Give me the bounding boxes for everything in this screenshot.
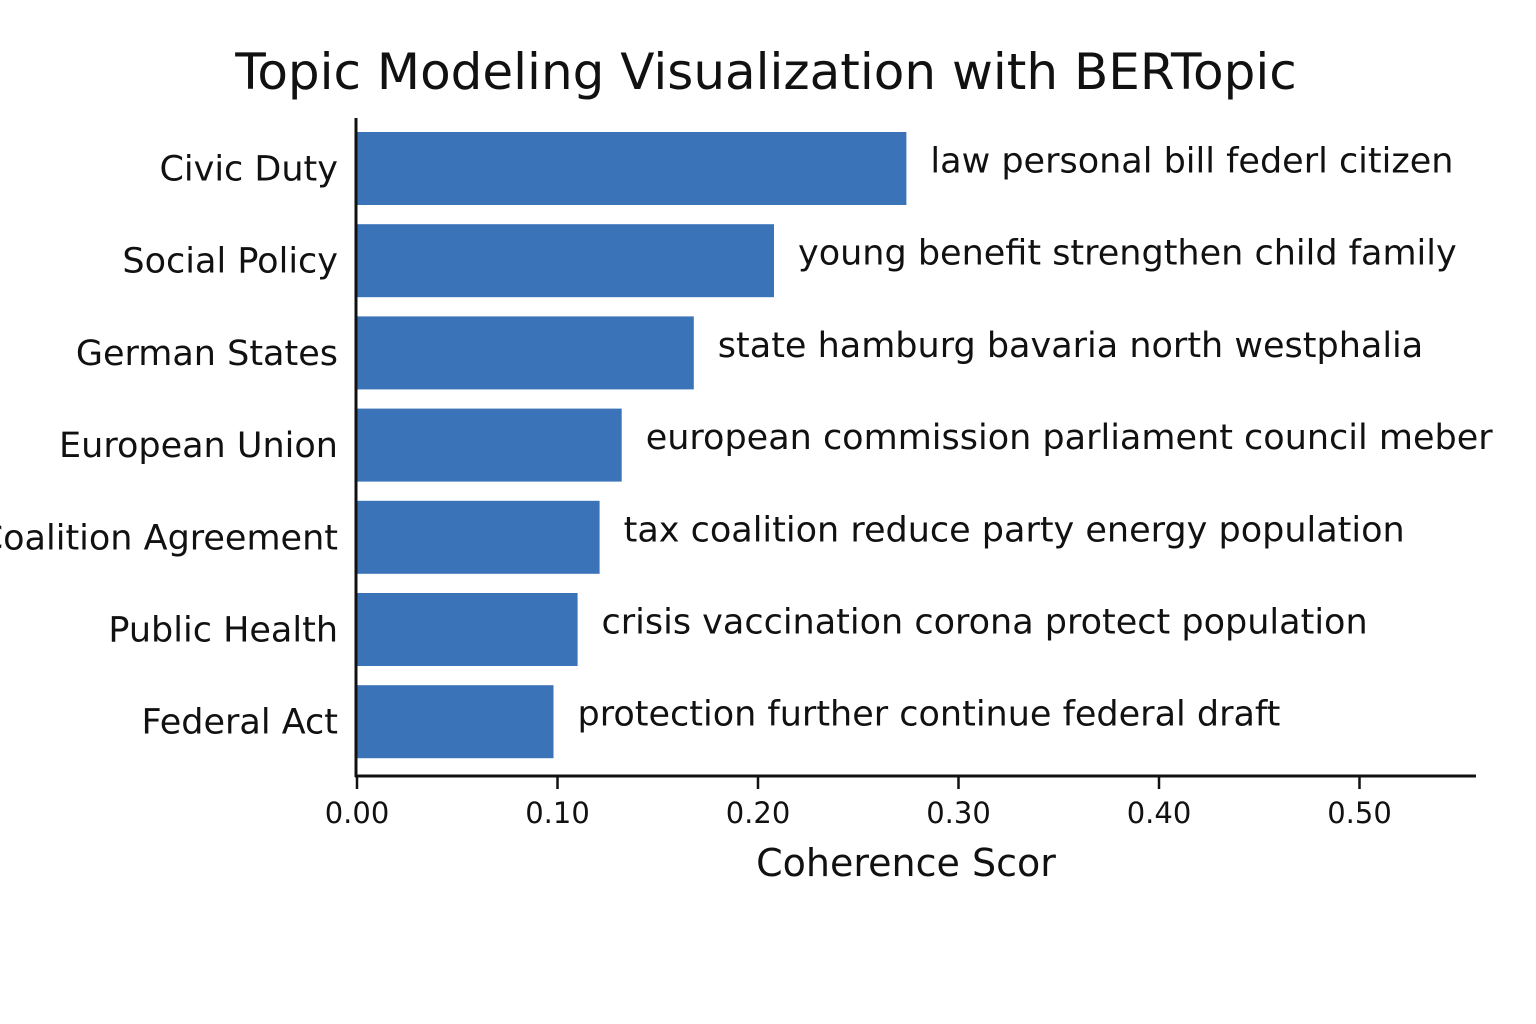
keyword-annotation: tax coalition reduce party energy popula…	[624, 510, 1405, 550]
category-label: German States	[76, 334, 338, 374]
bar-social-policy	[357, 224, 774, 298]
bars-group	[357, 132, 907, 759]
bar-civic-duty	[357, 132, 907, 205]
keyword-annotations-group: law personal bill federl citizen young be…	[578, 142, 1494, 735]
category-label: European Union	[59, 426, 338, 466]
keyword-annotation: protection further continue federal draf…	[578, 695, 1281, 735]
x-tick-label: 0.40	[1127, 796, 1192, 830]
x-tick-label: 0.00	[325, 796, 390, 830]
chart-title: Topic Modeling Visualization with BERTop…	[234, 43, 1296, 101]
keyword-annotation: young benefit strengthen child family	[798, 234, 1457, 274]
category-label: Civic Duty	[159, 150, 338, 190]
x-ticks-group: 0.00 0.10 0.20 0.30 0.40 0.50	[325, 777, 1392, 830]
bar-coalition-agreement	[357, 500, 600, 574]
category-label: Public Health	[108, 611, 338, 651]
bar-federal-act	[357, 685, 554, 759]
x-tick-label: 0.20	[726, 796, 791, 830]
bar-european-union	[357, 408, 622, 482]
keyword-annotation: state hamburg bavaria north westphalia	[718, 326, 1423, 366]
keyword-annotation: crisis vaccination corona protect popula…	[602, 603, 1368, 643]
x-tick-label: 0.30	[926, 796, 991, 830]
category-label: Social Policy	[122, 242, 338, 282]
x-axis-title: Coherence Scor	[756, 841, 1056, 885]
keyword-annotation: law personal bill federl citizen	[930, 142, 1453, 182]
category-label: Federal Act	[142, 703, 338, 743]
bar-public-health	[357, 593, 578, 666]
x-tick-label: 0.10	[525, 796, 590, 830]
bar-german-states	[357, 316, 694, 390]
keyword-annotation: european commission parliament council m…	[646, 418, 1494, 458]
category-labels-group: Civic Duty Social Policy German States Euro…	[0, 150, 338, 743]
category-label: Coalition Agreement	[0, 518, 338, 558]
x-tick-label: 0.50	[1327, 796, 1392, 830]
